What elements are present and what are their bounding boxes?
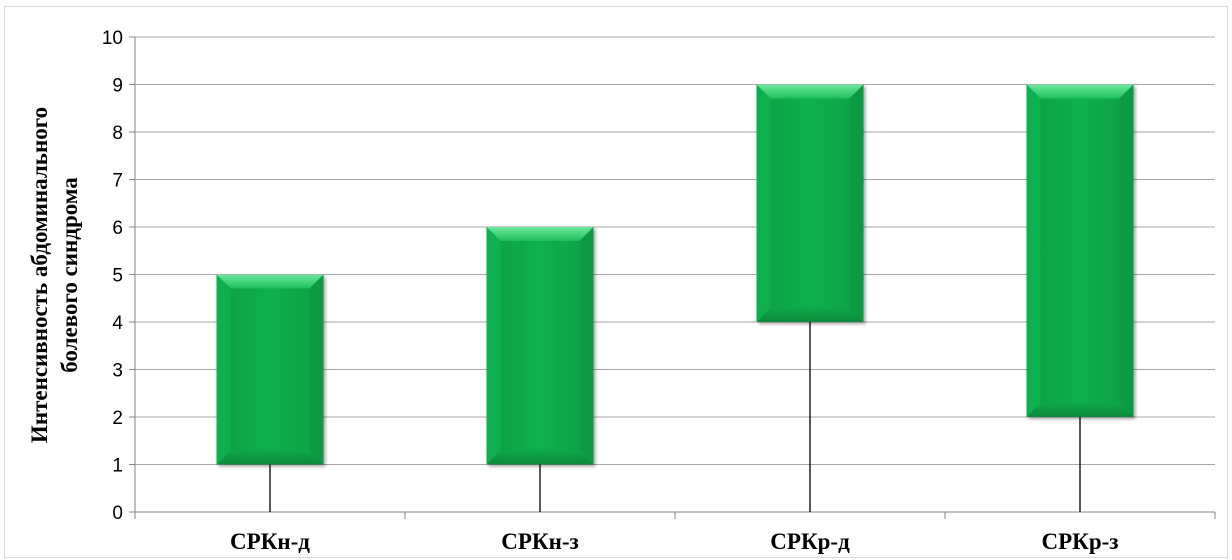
box-left-bevel <box>1026 84 1041 417</box>
box-top-bevel <box>1026 84 1134 99</box>
box-top-bevel <box>216 274 324 289</box>
y-tick-label: 4 <box>112 313 123 334</box>
y-axis-title-line: болевого синдрома <box>57 177 82 373</box>
chart-frame: Интенсивность абдоминального болевого син… <box>4 6 1228 558</box>
y-axis-title: Интенсивность абдоминального болевого син… <box>27 107 82 443</box>
box-bottom-bevel <box>756 308 864 322</box>
category-label: СРКр-д <box>770 529 850 554</box>
category-label: СРКн-з <box>501 529 579 554</box>
box-top-bevel <box>486 227 594 241</box>
box-body <box>756 84 864 322</box>
y-tick-label: 3 <box>112 361 123 382</box>
box-right-bevel <box>579 227 594 465</box>
box <box>216 274 324 465</box>
axes <box>134 37 1216 519</box>
box-right-bevel <box>309 274 324 465</box>
boxes <box>216 84 1134 465</box>
y-axis-title-line: Интенсивность абдоминального <box>27 107 52 443</box>
category-label: СРКр-з <box>1041 529 1118 554</box>
category-label: СРКн-д <box>230 529 310 554</box>
y-tick-label: 1 <box>112 456 123 477</box>
box-left-bevel <box>216 274 231 465</box>
y-tick-label: 6 <box>112 218 123 239</box>
box <box>756 84 864 322</box>
y-tick-label: 2 <box>112 408 123 429</box>
box-right-bevel <box>1119 84 1134 417</box>
y-tick-label: 9 <box>112 76 123 97</box>
box-right-bevel <box>849 84 864 322</box>
box-body <box>486 227 594 465</box>
y-tick-label: 0 <box>112 503 123 524</box>
box-bottom-bevel <box>1026 403 1134 417</box>
box-bottom-bevel <box>216 450 324 465</box>
y-tick-label: 5 <box>112 266 123 287</box>
box-bottom-bevel <box>486 450 594 465</box>
box-top-bevel <box>756 84 864 99</box>
y-tick-label: 10 <box>102 28 123 49</box>
box <box>486 227 594 465</box>
y-tick-label: 8 <box>112 123 123 144</box>
box-left-bevel <box>756 84 771 322</box>
whiskers <box>269 322 1081 512</box>
box-left-bevel <box>486 227 501 465</box>
box-body <box>216 274 324 465</box>
box-chart: Интенсивность абдоминального болевого син… <box>27 28 1216 554</box>
box-body <box>1026 84 1134 417</box>
y-tick-label: 7 <box>112 171 123 192</box>
category-labels: СРКн-д СРКн-з СРКр-д СРКр-з <box>230 529 1118 554</box>
y-tick-labels: 0 1 2 3 4 5 6 7 8 9 10 <box>102 28 124 524</box>
box <box>1026 84 1134 417</box>
